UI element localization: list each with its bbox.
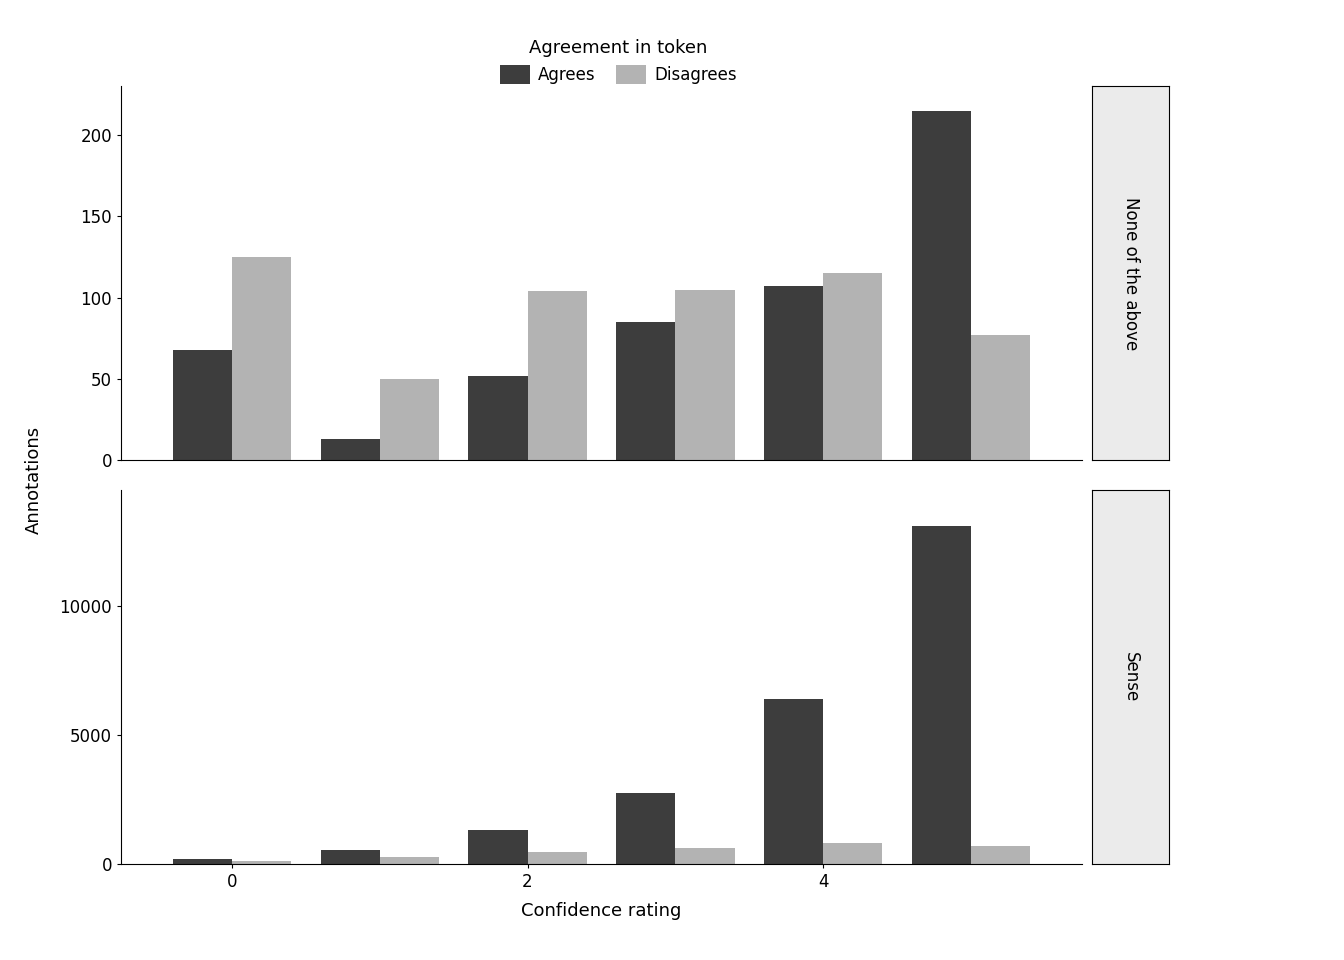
Bar (469, 375, 528, 460)
Bar (824, 274, 883, 460)
Text: None of the above: None of the above (1122, 197, 1140, 350)
Legend: Agrees, Disagrees: Agrees, Disagrees (493, 33, 743, 90)
Bar (528, 852, 587, 864)
X-axis label: Confidence rating: Confidence rating (521, 902, 681, 920)
Bar (765, 699, 824, 864)
Bar (972, 846, 1031, 864)
Text: Annotations: Annotations (24, 426, 43, 534)
Bar (173, 349, 233, 460)
Bar (380, 856, 439, 864)
Bar (765, 286, 824, 460)
Bar (528, 291, 587, 460)
Text: Sense: Sense (1122, 652, 1140, 702)
Bar (972, 335, 1031, 460)
Bar (233, 861, 292, 864)
Bar (617, 323, 676, 460)
Bar (913, 526, 972, 864)
Bar (469, 830, 528, 864)
Bar (913, 110, 972, 460)
Bar (321, 439, 380, 460)
Bar (676, 290, 735, 460)
Bar (824, 844, 883, 864)
Bar (380, 379, 439, 460)
Bar (233, 257, 292, 460)
Bar (676, 848, 735, 864)
Bar (321, 851, 380, 864)
Bar (617, 793, 676, 864)
Bar (173, 859, 233, 864)
